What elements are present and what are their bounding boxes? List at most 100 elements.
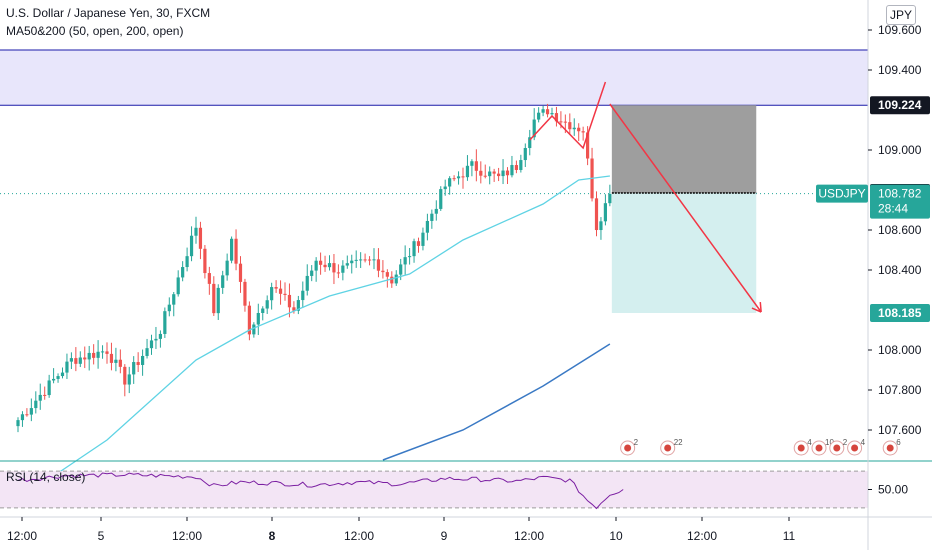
time-tick-label: 11 — [783, 529, 796, 543]
time-tick-label: 12:00 — [344, 529, 374, 543]
candle-down — [554, 113, 559, 122]
pattern-line — [529, 81, 607, 150]
price-badge-text: 108.185 — [878, 306, 922, 320]
candle-down — [474, 161, 478, 171]
candle-up — [448, 178, 452, 187]
economic-event-icon: 10 — [811, 438, 834, 456]
event-count: 10 — [825, 438, 834, 447]
candle-up — [252, 324, 256, 335]
candle-down — [323, 264, 327, 268]
candle-up — [519, 160, 523, 170]
candle-down — [390, 276, 394, 284]
candle-up — [599, 221, 603, 231]
candle-up — [100, 351, 105, 353]
event-count: 4 — [807, 438, 812, 447]
candle-up — [425, 220, 429, 233]
candle-down — [376, 259, 381, 271]
event-count: 2 — [843, 438, 848, 447]
price-badge — [870, 304, 930, 322]
candle-down — [274, 287, 278, 289]
candle-down — [243, 281, 247, 306]
price-tick-label: 109.000 — [878, 143, 922, 157]
candle-up — [403, 257, 407, 265]
candle-down — [234, 238, 238, 264]
price-tick-label: 108.600 — [878, 223, 922, 237]
event-flag — [886, 444, 894, 452]
candle-down — [25, 414, 29, 416]
candle-up — [270, 287, 274, 301]
candle-down — [332, 263, 336, 273]
event-flag — [664, 444, 672, 452]
time-tick-label: 5 — [98, 529, 105, 543]
economic-event-icon: 4 — [847, 438, 866, 456]
candle-down — [492, 171, 496, 174]
candle-up — [216, 287, 220, 314]
candle-down — [136, 362, 140, 365]
candle-down — [514, 165, 518, 170]
candle-up — [221, 275, 225, 288]
time-tick-label: 8 — [269, 529, 276, 543]
candle-up — [470, 161, 474, 166]
candle-up — [310, 270, 314, 276]
candle-down — [461, 176, 465, 178]
candle-down — [287, 294, 292, 308]
candle-up — [327, 263, 332, 268]
candle-down — [505, 170, 510, 176]
projection-arrow-head — [751, 307, 762, 313]
candle-up — [296, 300, 300, 311]
candle-up — [608, 194, 612, 204]
candle-down — [212, 283, 216, 314]
candle-down — [568, 122, 572, 130]
candle-down — [577, 127, 581, 132]
candle-up — [354, 259, 358, 261]
time-tick-label: 10 — [609, 529, 623, 543]
candle-up — [456, 176, 461, 179]
candle-down — [74, 358, 78, 364]
candle-up — [87, 352, 91, 360]
candle-down — [198, 227, 203, 249]
candle-up — [114, 359, 118, 363]
candle-up — [189, 235, 194, 257]
candle-up — [163, 311, 167, 334]
symbol-badge — [816, 184, 868, 203]
take-profit-zone — [611, 193, 757, 313]
candle-up — [430, 213, 434, 221]
candle-up — [305, 275, 309, 291]
candle-up — [359, 259, 363, 261]
candle-up — [603, 203, 607, 222]
stop-loss-zone — [611, 105, 757, 193]
candle-up — [16, 420, 20, 427]
symbol-badge-text: USDJPY — [818, 187, 865, 201]
current-price-badge — [870, 184, 930, 219]
rsi-label: RSI (14, close) — [6, 470, 86, 484]
candle-up — [154, 338, 158, 341]
ma200-line — [382, 343, 611, 461]
candle-down — [581, 131, 585, 133]
candle-up — [421, 232, 425, 246]
candles — [16, 103, 612, 433]
candle-down — [92, 352, 96, 358]
candle-up — [38, 394, 42, 401]
candle-down — [416, 241, 421, 246]
event-count: 6 — [896, 438, 901, 447]
candle-down — [594, 198, 599, 231]
candle-up — [412, 241, 416, 257]
candle-down — [105, 351, 109, 354]
candle-up — [443, 186, 447, 190]
legend-title: U.S. Dollar / Japanese Yen, 30, FXCM — [6, 6, 211, 20]
candle-up — [439, 189, 443, 209]
candle-up — [56, 376, 60, 379]
event-count: 2 — [634, 438, 639, 447]
event-flag — [815, 444, 823, 452]
price-tick-label: 108.000 — [878, 343, 922, 357]
candle-down — [497, 173, 501, 177]
currency-selector[interactable]: JPY — [886, 5, 916, 25]
candle-up — [65, 361, 69, 373]
price-badge-text: 109.224 — [878, 98, 922, 112]
candle-up — [167, 304, 171, 312]
candle-down — [559, 121, 563, 123]
candle-down — [238, 263, 243, 282]
candle-up — [341, 265, 345, 273]
